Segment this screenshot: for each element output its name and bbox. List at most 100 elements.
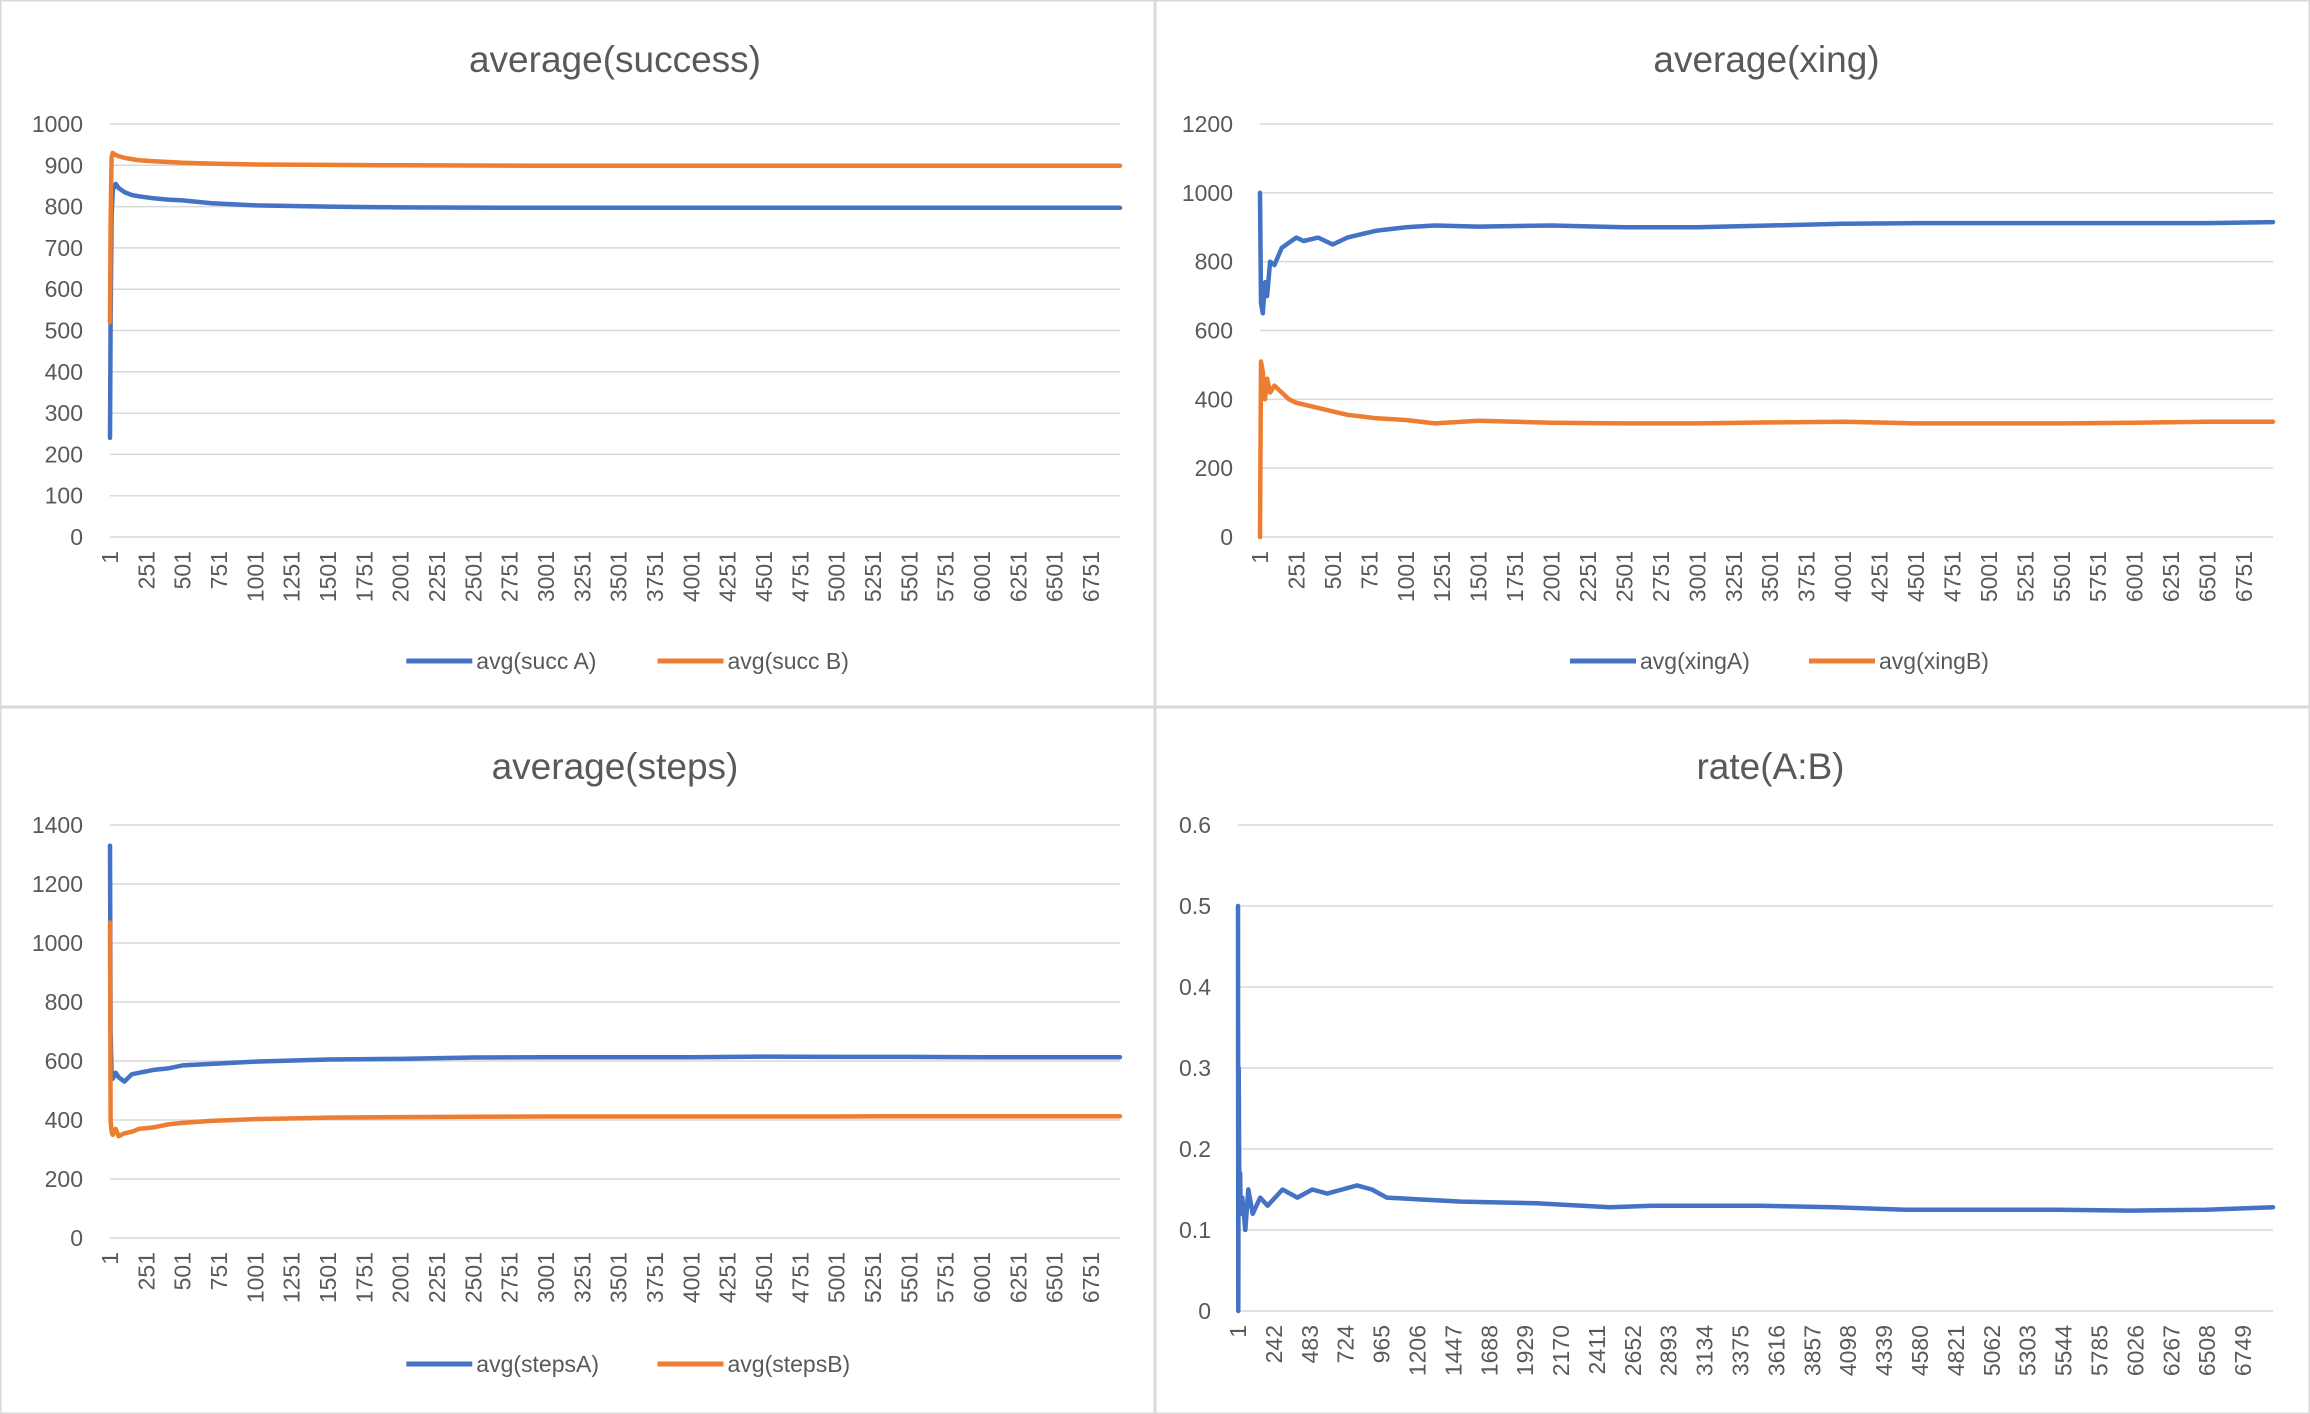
legend-label: avg(stepsA) — [476, 1351, 599, 1377]
x-tick-label: 5544 — [2051, 1325, 2077, 1376]
x-tick-label: 6501 — [1042, 1252, 1068, 1303]
x-tick-label: 6267 — [2158, 1325, 2184, 1376]
y-tick-label: 1200 — [1182, 111, 1233, 137]
y-tick-label: 200 — [1195, 455, 1233, 481]
x-tick-label: 6751 — [2231, 551, 2257, 602]
x-tick-label: 2251 — [424, 551, 450, 602]
x-tick-label: 4001 — [1830, 551, 1856, 602]
x-tick-label: 6751 — [1078, 1252, 1104, 1303]
x-tick-label: 3134 — [1692, 1325, 1718, 1376]
x-tick-label: 4251 — [1867, 551, 1893, 602]
y-tick-label: 1400 — [32, 812, 83, 838]
x-tick-label: 1251 — [279, 1252, 305, 1303]
y-tick-label: 0.2 — [1179, 1136, 1211, 1162]
x-tick-label: 1001 — [1393, 551, 1419, 602]
x-tick-label: 5501 — [896, 551, 922, 602]
chart-svg-rate: rate(A:B) 0 0.1 0.2 0.3 0.4 0.5 0.6 1 242 483 724 96… — [1155, 707, 2310, 1414]
y-tick-label: 300 — [45, 400, 83, 426]
y-tick-label: 1200 — [32, 871, 83, 897]
x-tick-label: 965 — [1369, 1325, 1395, 1363]
x-tick-label: 724 — [1333, 1325, 1359, 1364]
series-line-1 — [1235, 903, 2276, 1314]
x-tick-label: 501 — [170, 1252, 196, 1290]
series-line-1 — [107, 843, 1123, 1084]
y-tick-label: 400 — [1195, 386, 1233, 412]
series-line-2 — [107, 150, 1123, 325]
y-tick-label: 600 — [45, 276, 83, 302]
x-tick-label: 3251 — [1721, 551, 1747, 602]
x-tick-label: 4821 — [1943, 1325, 1969, 1376]
chart-title: average(xing) — [1653, 39, 1879, 80]
x-tick-label: 3501 — [606, 1252, 632, 1303]
x-tick-label: 1 — [97, 551, 123, 564]
x-tick-label: 5001 — [824, 551, 850, 602]
x-tick-label: 1251 — [1429, 551, 1455, 602]
x-tick-label: 251 — [1283, 551, 1309, 589]
y-tick-label: 900 — [45, 152, 83, 178]
y-tick-label: 800 — [1195, 249, 1233, 275]
x-tick-label: 2652 — [1620, 1325, 1646, 1376]
x-tick-label: 3857 — [1799, 1325, 1825, 1376]
x-tick-label: 501 — [170, 551, 196, 589]
x-tick-label: 751 — [206, 551, 232, 589]
x-tick-label: 4501 — [751, 1252, 777, 1303]
x-tick-label: 5251 — [860, 1252, 886, 1303]
x-tick-label: 2411 — [1584, 1325, 1610, 1374]
x-tick-label: 1001 — [242, 551, 268, 602]
x-tick-label: 6508 — [2194, 1325, 2220, 1376]
x-tick-label: 6749 — [2230, 1325, 2256, 1376]
y-tick-label: 400 — [45, 1107, 83, 1133]
series-line-1 — [107, 181, 1123, 441]
x-tick-label: 251 — [133, 551, 159, 589]
legend-label: avg(stepsB) — [728, 1351, 851, 1377]
x-tick-label: 2501 — [460, 551, 486, 602]
x-tick-label: 5001 — [824, 1252, 850, 1303]
x-tick-label: 4251 — [715, 1252, 741, 1303]
y-tick-label: 0 — [70, 1225, 83, 1251]
x-tick-label: 2170 — [1548, 1325, 1574, 1376]
y-tick-label: 1000 — [32, 930, 83, 956]
x-tick-label: 4751 — [787, 551, 813, 602]
x-tick-label: 6251 — [2158, 551, 2184, 602]
x-tick-label: 2751 — [497, 551, 523, 602]
y-tick-label: 0.6 — [1179, 812, 1211, 838]
x-tick-label: 4001 — [678, 551, 704, 602]
y-tick-label: 200 — [45, 1166, 83, 1192]
x-tick-label: 2501 — [1611, 551, 1637, 602]
x-tick-label: 4580 — [1907, 1325, 1933, 1376]
chart-panel-xing: average(xing) 0 200 400 600 800 1000 1200 1 251 50… — [1155, 0, 2310, 707]
x-tick-label: 3751 — [1794, 551, 1820, 602]
x-tick-label: 3375 — [1728, 1325, 1754, 1376]
x-tick-label: 3751 — [642, 1252, 668, 1303]
y-tick-label: 800 — [45, 989, 83, 1015]
series-line-2 — [1257, 359, 2276, 540]
x-tick-label: 2251 — [424, 1252, 450, 1303]
y-tick-label: 0 — [70, 524, 83, 550]
legend-label: avg(succ A) — [476, 648, 596, 674]
x-tick-label: 1501 — [315, 551, 341, 602]
x-tick-label: 3001 — [1684, 551, 1710, 602]
x-tick-label: 5501 — [2049, 551, 2075, 602]
chart-svg-steps: average(steps)02004006008001000120014001… — [0, 707, 1155, 1414]
x-tick-label: 4751 — [787, 1252, 813, 1303]
x-tick-label: 1 — [1247, 551, 1273, 564]
x-tick-label: 6501 — [2195, 551, 2221, 602]
x-tick-label: 4251 — [715, 551, 741, 602]
x-tick-label: 3001 — [533, 1252, 559, 1303]
x-tick-label: 1 — [97, 1252, 123, 1265]
x-tick-label: 1501 — [315, 1252, 341, 1303]
x-tick-label: 6751 — [1078, 551, 1104, 602]
x-tick-label: 4501 — [751, 551, 777, 602]
chart-title: average(success) — [469, 39, 761, 80]
series-line-2 — [107, 920, 1123, 1139]
y-tick-label: 0.1 — [1179, 1217, 1211, 1243]
x-tick-label: 4751 — [1939, 551, 1965, 602]
x-tick-label: 5751 — [2085, 551, 2111, 602]
x-tick-label: 5785 — [2086, 1325, 2112, 1376]
x-tick-label: 3501 — [1757, 551, 1783, 602]
x-tick-label: 4339 — [1871, 1325, 1897, 1376]
x-tick-label: 2751 — [1648, 551, 1674, 602]
x-tick-label: 6001 — [969, 1252, 995, 1303]
legend-label: avg(xingA) — [1640, 648, 1750, 674]
x-tick-label: 5501 — [896, 1252, 922, 1303]
